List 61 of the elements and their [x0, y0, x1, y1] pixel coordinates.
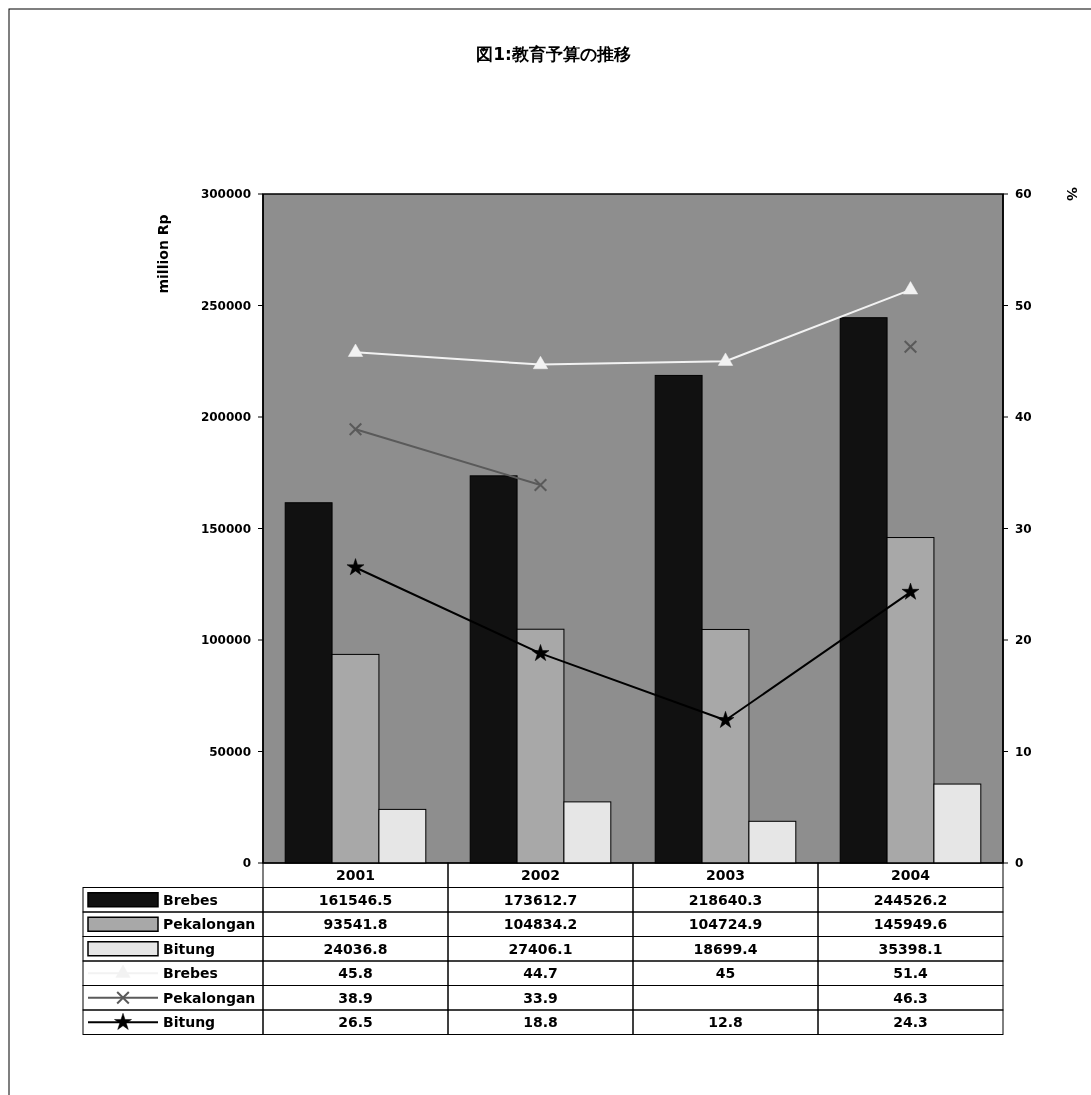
data-label: 44.7 — [523, 965, 558, 982]
data-label: 244526.2 — [873, 891, 948, 908]
data-label: 145949.6 — [873, 916, 948, 933]
data-label: 173612.7 — [503, 891, 578, 908]
point — [533, 356, 548, 370]
data-label: 46.3 — [893, 989, 928, 1006]
y2-tick-label: 20 — [1015, 633, 1032, 648]
data-label: 38.9 — [338, 989, 373, 1006]
point — [348, 343, 363, 357]
legend-label: Pekalongan — [163, 916, 256, 933]
y2-tick-label: 50 — [1015, 298, 1032, 313]
legend-label: Brebes — [163, 965, 218, 982]
legend-label: Bitung — [163, 1014, 216, 1031]
point — [533, 478, 548, 492]
data-label: 161546.5 — [318, 891, 393, 908]
y2-tick-label: 40 — [1015, 410, 1032, 425]
y-tick-label: 300000 — [200, 187, 251, 202]
legend-label: Bitung — [163, 940, 216, 957]
y2-tick-label: 60 — [1015, 187, 1032, 202]
data-label: 24.3 — [893, 1014, 928, 1031]
y2-tick-label: 0 — [1015, 856, 1024, 871]
y-tick-label: 200000 — [200, 410, 251, 425]
legend-label: Pekalongan — [163, 989, 256, 1006]
y-tick-label: 100000 — [200, 633, 251, 648]
data-label: 93541.8 — [323, 916, 388, 933]
y2-axis-title: % — [1064, 186, 1081, 202]
data-label: 218640.3 — [688, 891, 763, 908]
data-label: 45 — [715, 965, 736, 982]
legend-label: Brebes — [163, 891, 218, 908]
x-tick-label: 2003 — [706, 867, 745, 884]
y2-tick-label: 30 — [1015, 521, 1032, 536]
point — [346, 558, 365, 576]
x-tick-label: 2004 — [891, 867, 931, 884]
y-tick-label: 50000 — [209, 744, 251, 759]
y-tick-label: 250000 — [200, 298, 251, 313]
data-label: 45.8 — [338, 965, 373, 982]
data-label: 18.8 — [523, 1014, 558, 1031]
data-label: 33.9 — [523, 989, 558, 1006]
point — [716, 711, 735, 728]
x-tick-label: 2001 — [336, 867, 375, 884]
data-label: 12.8 — [708, 1014, 743, 1031]
point — [901, 582, 920, 600]
y2-tick-label: 10 — [1015, 744, 1032, 759]
data-label: 24036.8 — [323, 940, 388, 957]
x-tick-label: 2002 — [521, 867, 560, 884]
data-label: 26.5 — [338, 1014, 373, 1031]
y-tick-label: 0 — [242, 856, 251, 871]
point — [348, 422, 363, 437]
data-label: 51.4 — [893, 965, 929, 982]
y-axis-title: million Rp — [155, 214, 171, 294]
point — [903, 281, 918, 295]
point — [531, 644, 550, 661]
data-label: 104834.2 — [503, 916, 578, 933]
point — [718, 352, 733, 366]
data-label: 35398.1 — [878, 940, 943, 957]
y-tick-label: 150000 — [200, 521, 251, 536]
chart-title: 図1:教育予算の推移 — [476, 44, 631, 64]
data-label: 27406.1 — [508, 940, 573, 957]
data-label: 104724.9 — [688, 916, 763, 933]
data-label: 18699.4 — [693, 940, 758, 957]
point — [903, 339, 918, 354]
